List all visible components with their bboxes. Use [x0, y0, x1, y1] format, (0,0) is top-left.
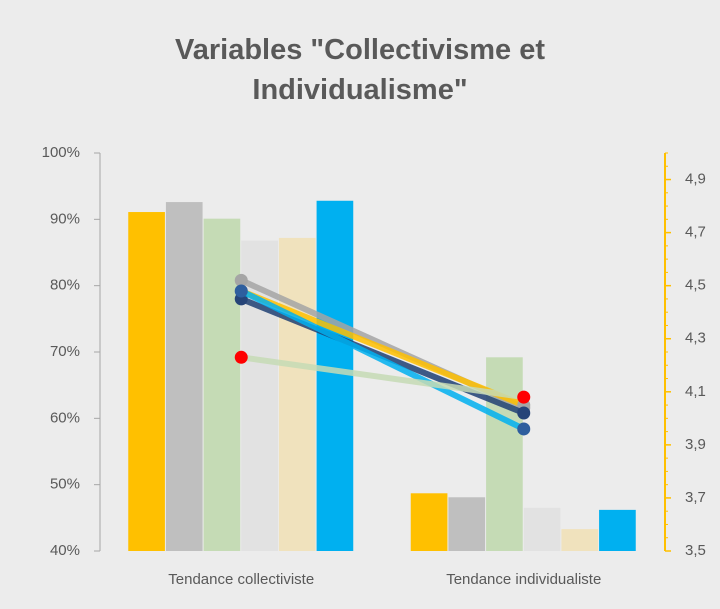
y2-tick-label: 4,1 — [685, 383, 706, 400]
y-tick-label: 40% — [50, 542, 80, 559]
line — [240, 288, 525, 408]
bar — [523, 507, 561, 551]
x-tick-label: Tendance individualiste — [446, 571, 601, 588]
chart-title: Variables "Collectivisme et Individualis… — [175, 34, 545, 106]
bar — [203, 218, 241, 552]
line-marker — [234, 350, 248, 364]
y2-tick-label: 4,5 — [685, 277, 706, 294]
bar — [599, 509, 636, 551]
y2-tick-label: 4,3 — [685, 330, 706, 347]
y2-tick-label: 3,9 — [685, 436, 706, 453]
y2-tick-label: 4,9 — [685, 171, 706, 188]
x-tick-label: Tendance collectiviste — [168, 571, 314, 588]
line-marker — [234, 273, 248, 287]
y-tick-label: 100% — [42, 144, 80, 161]
line — [240, 354, 525, 401]
line-marker — [234, 284, 248, 298]
y-tick-label: 60% — [50, 409, 80, 426]
bar — [410, 493, 448, 551]
bar — [128, 212, 165, 551]
line-marker — [517, 406, 531, 420]
bar — [316, 200, 354, 551]
y-tick-label: 90% — [50, 210, 80, 227]
line-marker — [517, 390, 531, 404]
bar — [165, 202, 203, 551]
line — [240, 296, 525, 416]
y2-tick-label: 3,5 — [685, 542, 706, 559]
bar — [448, 497, 486, 551]
bar — [278, 237, 316, 551]
y-tick-label: 50% — [50, 476, 80, 493]
y2-tick-label: 4,7 — [685, 224, 706, 241]
y-tick-label: 80% — [50, 277, 80, 294]
y-tick-label: 70% — [50, 343, 80, 360]
line-marker — [517, 422, 531, 436]
line — [239, 288, 526, 432]
bar — [486, 357, 523, 551]
y2-tick-label: 3,7 — [685, 489, 706, 506]
bar — [561, 529, 599, 551]
